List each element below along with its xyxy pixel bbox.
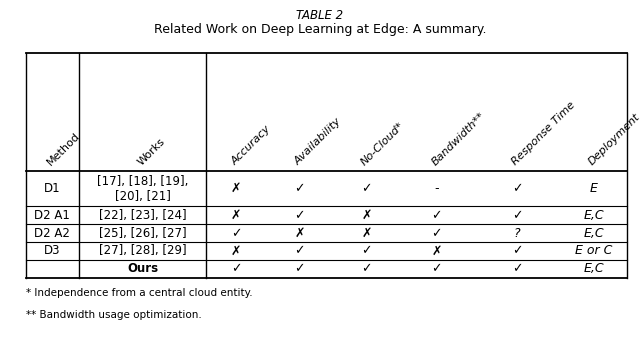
Text: ✗: ✗ (231, 245, 241, 257)
Text: [22], [23], [24]: [22], [23], [24] (99, 209, 186, 222)
Text: D2 A2: D2 A2 (35, 227, 70, 240)
Text: No-Cloud*: No-Cloud* (360, 120, 406, 167)
Text: ✓: ✓ (294, 245, 305, 257)
Text: ✓: ✓ (294, 182, 305, 195)
Text: E: E (590, 182, 598, 195)
Text: ✗: ✗ (361, 209, 372, 222)
Text: ✓: ✓ (511, 182, 522, 195)
Text: E,C: E,C (584, 227, 604, 240)
Text: Related Work on Deep Learning at Edge: A summary.: Related Work on Deep Learning at Edge: A… (154, 23, 486, 36)
Text: Accuracy: Accuracy (229, 124, 272, 167)
Text: Works: Works (136, 136, 166, 167)
Text: E or C: E or C (575, 245, 612, 257)
Text: [17], [18], [19],
[20], [21]: [17], [18], [19], [20], [21] (97, 175, 188, 203)
Text: [27], [28], [29]: [27], [28], [29] (99, 245, 186, 257)
Text: D3: D3 (44, 245, 61, 257)
Text: Ours: Ours (127, 262, 158, 275)
Text: TABLE 2: TABLE 2 (296, 9, 344, 22)
Text: ✓: ✓ (511, 262, 522, 275)
Text: -: - (435, 182, 439, 195)
Text: ✓: ✓ (431, 262, 442, 275)
Text: E,C: E,C (584, 209, 604, 222)
Text: ✓: ✓ (511, 209, 522, 222)
Text: Method: Method (45, 131, 82, 167)
Text: D1: D1 (44, 182, 61, 195)
Text: ?: ? (513, 227, 520, 240)
Text: ✓: ✓ (231, 227, 241, 240)
Text: D2 A1: D2 A1 (35, 209, 70, 222)
Text: ✓: ✓ (361, 182, 372, 195)
Text: ** Bandwidth usage optimization.: ** Bandwidth usage optimization. (26, 310, 202, 320)
Text: [25], [26], [27]: [25], [26], [27] (99, 227, 186, 240)
Text: E,C: E,C (584, 262, 604, 275)
Text: ✓: ✓ (361, 245, 372, 257)
Text: Bandwidth**: Bandwidth** (429, 110, 486, 167)
Text: ✓: ✓ (361, 262, 372, 275)
Text: Response Time: Response Time (510, 100, 577, 167)
Text: ✓: ✓ (294, 262, 305, 275)
Text: ✓: ✓ (294, 209, 305, 222)
Text: ✓: ✓ (511, 245, 522, 257)
Text: ✗: ✗ (231, 182, 241, 195)
Text: ✓: ✓ (431, 209, 442, 222)
Text: Deployment: Deployment (587, 112, 640, 167)
Text: ✓: ✓ (231, 262, 241, 275)
Text: * Independence from a central cloud entity.: * Independence from a central cloud enti… (26, 288, 252, 298)
Text: ✗: ✗ (294, 227, 305, 240)
Text: ✗: ✗ (361, 227, 372, 240)
Text: ✗: ✗ (231, 209, 241, 222)
Text: ✓: ✓ (431, 227, 442, 240)
Text: Availability: Availability (292, 116, 343, 167)
Text: ✗: ✗ (431, 245, 442, 257)
